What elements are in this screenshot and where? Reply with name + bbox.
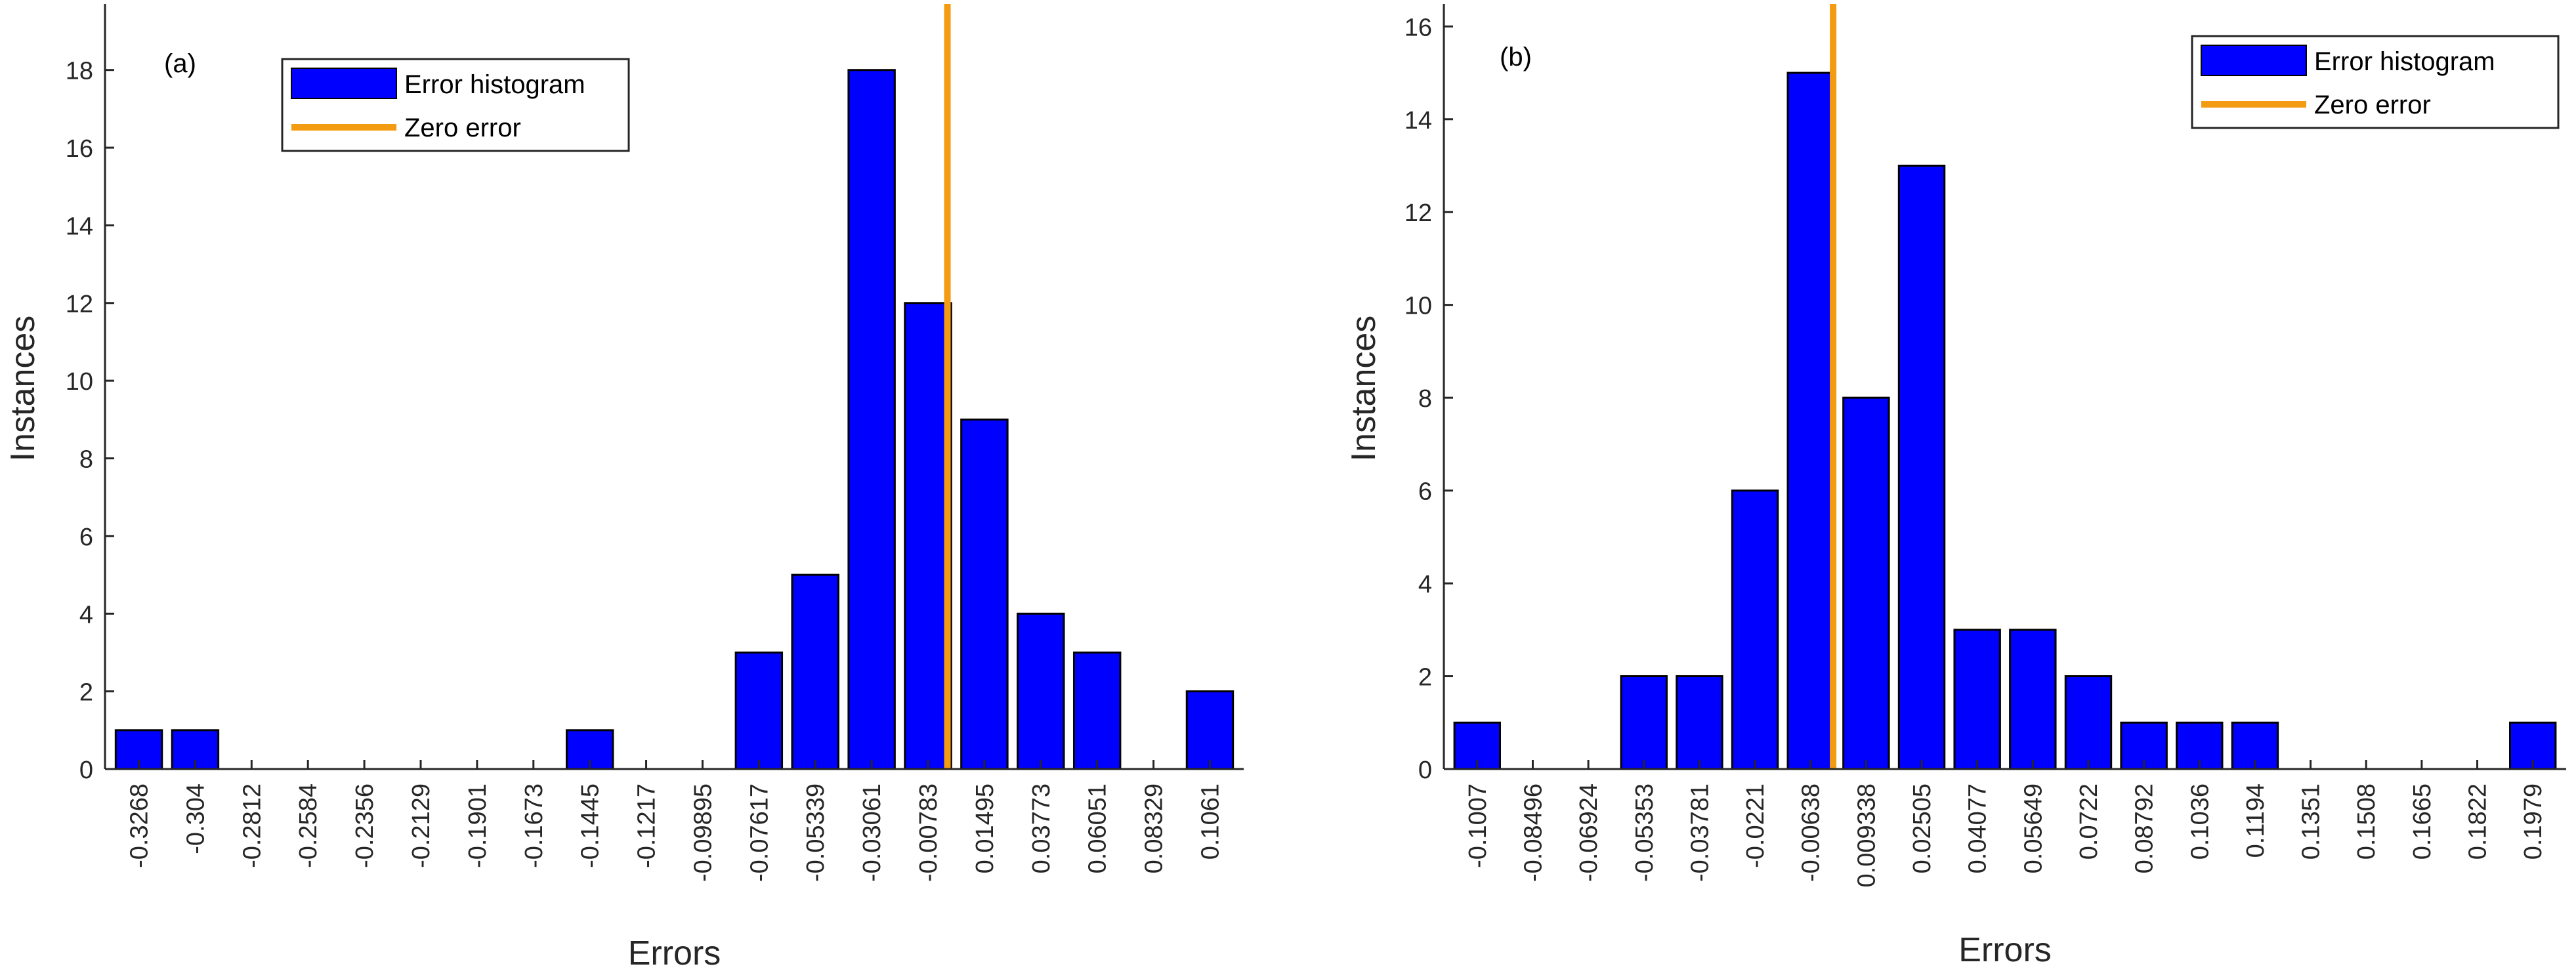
x-tick-label: -0.2812	[238, 783, 266, 868]
x-tick-label: -0.09895	[689, 783, 717, 882]
x-tick-label: -0.06924	[1575, 783, 1603, 882]
y-tick-label: 14	[66, 213, 93, 240]
histogram-bar	[1897, 164, 1946, 770]
histogram-bar	[1953, 629, 2001, 770]
x-tick-label: -0.00638	[1798, 783, 1825, 882]
histogram-bar	[960, 418, 1009, 770]
histogram-bar	[2009, 629, 2057, 770]
x-tick-label: 0.1665	[2409, 783, 2436, 860]
legend-swatch-histogram	[291, 68, 397, 99]
x-tick-label: 0.1351	[2298, 783, 2325, 860]
x-tick-label: 0.009338	[1853, 783, 1880, 888]
y-tick-label: 2	[79, 679, 93, 707]
x-tick-label: 0.04077	[1964, 783, 1992, 873]
x-tick-label: 0.1036	[2186, 783, 2214, 860]
x-tick-label: 0.1508	[2353, 783, 2380, 860]
histogram-bar	[1185, 690, 1235, 770]
y-tick-label: 0	[1418, 757, 1432, 784]
x-tick-label: -0.1673	[520, 783, 548, 868]
histogram-bar	[1017, 612, 1065, 770]
x-tick-label: 0.1822	[2464, 783, 2492, 860]
y-tick-label: 8	[1418, 385, 1432, 413]
y-axis-label: Instances	[4, 316, 42, 462]
x-tick-label: 0.1061	[1196, 783, 1224, 860]
legend-label-zero: Zero error	[404, 114, 521, 142]
y-tick-label: 8	[79, 446, 93, 474]
y-tick-label: 6	[79, 524, 93, 551]
x-tick-label: -0.304	[182, 783, 209, 854]
x-tick-label: -0.00783	[915, 783, 942, 882]
panel-label: (a)	[164, 49, 196, 78]
y-tick-label: 4	[79, 601, 93, 629]
x-tick-label: -0.1901	[464, 783, 492, 868]
x-tick-label: -0.2129	[408, 783, 435, 868]
histogram-bar	[1072, 651, 1122, 770]
x-tick-label: -0.05353	[1631, 783, 1658, 882]
y-tick-label: 16	[66, 135, 93, 163]
y-tick-label: 14	[1404, 107, 1432, 135]
legend-swatch-histogram	[2201, 45, 2307, 76]
y-tick-label: 0	[79, 757, 93, 784]
y-tick-label: 2	[1418, 664, 1432, 692]
x-tick-label: 0.05649	[2019, 783, 2047, 873]
x-tick-label: -0.2356	[351, 783, 379, 868]
histogram-bar	[791, 573, 839, 770]
legend-label-zero: Zero error	[2314, 91, 2431, 119]
x-tick-label: 0.08329	[1141, 783, 1168, 873]
y-tick-label: 4	[1418, 571, 1432, 598]
x-tick-label: 0.01495	[971, 783, 999, 873]
legend-label-histogram: Error histogram	[2314, 47, 2495, 76]
y-tick-label: 12	[66, 291, 93, 318]
histogram-bar	[847, 69, 896, 770]
histogram-bar	[1620, 675, 1668, 770]
x-tick-label: -0.07617	[746, 783, 773, 882]
x-tick-label: 0.02505	[1909, 783, 1936, 873]
histogram-bar	[1786, 72, 1834, 770]
x-tick-label: -0.1217	[633, 783, 661, 868]
x-tick-label: -0.3268	[126, 783, 154, 868]
chart-a: 0 2 4 6 8 10 12 14 16 18 -0.3268 -0.304 -0.2812 -0.25…	[4, 4, 1244, 972]
y-axis-label: Instances	[1345, 316, 1383, 462]
x-tick-label: -0.1007	[1464, 783, 1492, 868]
x-tick-label: -0.03781	[1686, 783, 1714, 882]
y-tick-label: 16	[1404, 14, 1432, 41]
x-tick-label: 0.06051	[1084, 783, 1112, 873]
histogram-bar	[904, 302, 952, 770]
y-tick-label: 12	[1404, 199, 1432, 227]
x-tick-label: -0.2584	[295, 783, 322, 868]
y-tick-label: 10	[66, 368, 93, 396]
panel-label: (b)	[1500, 43, 1532, 72]
x-tick-label: -0.08496	[1519, 783, 1547, 882]
y-tick-label: 10	[1404, 293, 1432, 320]
x-tick-label: 0.03773	[1028, 783, 1055, 873]
histogram-bar	[1676, 675, 1723, 770]
histogram-bar	[1842, 396, 1890, 770]
x-tick-label: 0.1979	[2520, 783, 2547, 860]
histogram-bar	[1731, 490, 1779, 770]
histogram-bar	[2064, 675, 2113, 770]
x-tick-label: 0.0722	[2075, 783, 2103, 860]
y-tick-label: 18	[66, 58, 93, 85]
histogram-bar	[734, 651, 784, 770]
chart-b: 0 2 4 6 8 10 12 14 16 -0.1007 -0.08496 -0.06924 -0.0…	[1345, 4, 2566, 969]
x-tick-label: -0.03061	[858, 783, 886, 882]
x-tick-label: -0.0221	[1742, 783, 1769, 868]
x-tick-label: -0.1445	[577, 783, 604, 868]
x-tick-label: 0.08792	[2131, 783, 2159, 873]
x-tick-label: 0.1194	[2242, 783, 2270, 858]
y-tick-label: 6	[1418, 478, 1432, 506]
x-axis-label: Errors	[628, 934, 721, 972]
x-axis-label: Errors	[1958, 931, 2052, 969]
x-tick-label: -0.05339	[802, 783, 830, 882]
legend-label-histogram: Error histogram	[404, 70, 585, 99]
